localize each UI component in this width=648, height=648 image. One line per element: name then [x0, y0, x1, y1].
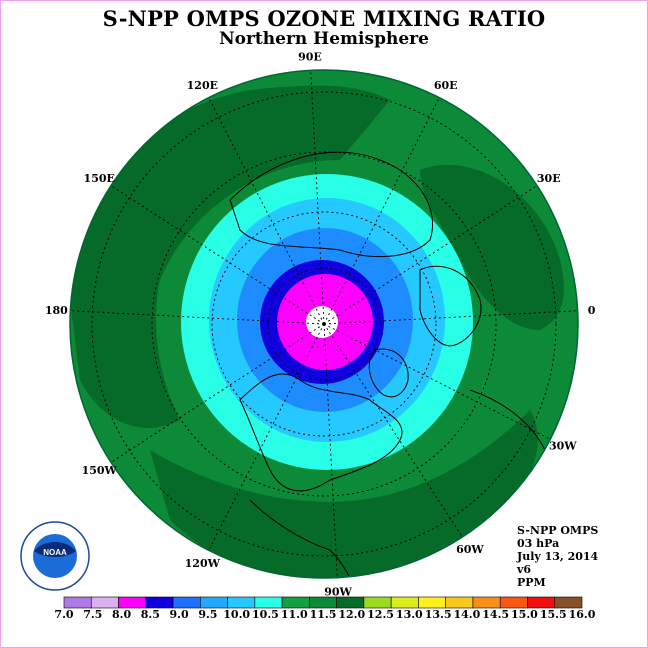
- globe-outline: [69, 69, 579, 579]
- meridian-30e: [323, 185, 538, 325]
- colorbar-swatch: [145, 596, 174, 609]
- colorbar-tick-label: 13.5: [425, 608, 452, 621]
- longitude-label-0: 0: [588, 304, 596, 317]
- longitude-label-150e: 150E: [84, 172, 115, 185]
- info-date: July 13, 2014: [517, 550, 599, 563]
- coast-central-america: [249, 499, 356, 578]
- longitude-label-30e: 30E: [537, 172, 561, 185]
- longitude-label-90w: 90W: [324, 586, 352, 599]
- colorbar-tick-label: 9.0: [170, 608, 189, 621]
- info-units: PPM: [517, 576, 546, 589]
- info-version: v6: [517, 563, 532, 576]
- colorbar-tick-label: 14.0: [453, 608, 480, 621]
- info-level: 03 hPa: [517, 537, 560, 550]
- colorbar-swatch: [90, 596, 119, 609]
- meridian-120w: [208, 323, 325, 551]
- colorbar-swatch: [554, 596, 583, 609]
- meridian-180: [70, 310, 325, 325]
- latitude-circle-70n: [267, 267, 381, 381]
- coast-greenland: [368, 348, 409, 398]
- colorbar-tick-label: 13.0: [396, 608, 423, 621]
- meridian-60e: [323, 97, 440, 325]
- meridian-150e: [110, 185, 325, 325]
- map-title: S-NPP OMPS OZONE MIXING RATIO: [102, 6, 546, 31]
- colorbar-swatch: [499, 596, 528, 609]
- dark-green-band-south: [150, 410, 538, 578]
- longitude-label-90e: 90E: [298, 50, 322, 63]
- info-instrument: S-NPP OMPS: [517, 524, 599, 537]
- meridian-60w: [323, 323, 463, 538]
- dark-green-band-atlantic: [420, 164, 564, 330]
- colorbar-tick-label: 11.0: [281, 608, 308, 621]
- graticule-circles: [91, 91, 557, 557]
- colorbar-tick-label: 9.5: [198, 608, 217, 621]
- colorbar-tick-label: 12.5: [367, 608, 394, 621]
- coast-asia: [229, 151, 434, 258]
- colorbar-tick-labels: 7.0 7.5 8.0 8.5 9.0 9.5 10.0 10.5 11.0 11.5 12.0 12…: [54, 608, 595, 621]
- meridian-90w: [323, 323, 338, 578]
- longitude-label-180: 180: [45, 304, 68, 317]
- noaa-logo: NOAA: [20, 521, 90, 591]
- longitude-label-120e: 120E: [187, 79, 218, 92]
- colorbar-swatch: [281, 596, 310, 609]
- colorbar-swatches: [63, 596, 583, 609]
- colorbar-tick-label: 10.0: [223, 608, 250, 621]
- noaa-logo-bird: [34, 542, 76, 557]
- colorbar-tick-label: 8.5: [141, 608, 160, 621]
- colorbar-swatch: [254, 596, 283, 609]
- noaa-logo-text: NOAA: [43, 548, 67, 557]
- colorbar-tick-label: 14.5: [482, 608, 509, 621]
- colorbar-tick-label: 10.5: [252, 608, 279, 621]
- meridian-30w: [323, 323, 551, 440]
- map-field: [70, 70, 578, 578]
- colorbar-swatch: [527, 596, 556, 609]
- colorbar-swatch: [172, 596, 201, 609]
- graticule-meridians: [70, 70, 578, 578]
- colorbar-swatch: [336, 596, 365, 609]
- colorbar-tick-label: 16.0: [569, 608, 596, 621]
- coast-europe: [419, 265, 482, 347]
- latitude-circle-30n: [151, 151, 497, 497]
- colorbar-tick-label: 7.5: [83, 608, 102, 621]
- meridian-150w: [110, 323, 325, 463]
- meridian-120e: [208, 97, 325, 325]
- colorbar-tick-label: 11.5: [310, 608, 337, 621]
- latitude-circle-10n: [91, 91, 557, 557]
- colorbar-swatch: [227, 596, 256, 609]
- latitude-circle-50n: [211, 211, 437, 437]
- map-subtitle: Northern Hemisphere: [219, 29, 429, 49]
- info-block: S-NPP OMPS 03 hPa July 13, 2014 v6 PPM: [517, 524, 598, 589]
- colorbar-swatch: [118, 596, 147, 609]
- coast-north-america: [239, 373, 403, 492]
- colorbar-swatch: [418, 596, 446, 609]
- colorbar-swatch: [309, 596, 337, 609]
- longitude-label-60w: 60W: [456, 543, 484, 556]
- longitude-label-150w: 150W: [82, 464, 118, 477]
- longitude-label-30w: 30W: [549, 440, 577, 453]
- colorbar-swatch: [445, 596, 474, 609]
- colorbar-tick-label: 15.5: [540, 608, 567, 621]
- colorbar-swatch: [63, 596, 92, 609]
- longitude-label-120w: 120W: [185, 557, 221, 570]
- colorbar-swatch: [200, 596, 228, 609]
- meridian-90e: [310, 70, 325, 325]
- colorbar-swatch: [363, 596, 392, 609]
- longitude-labels: 90E 60E 30E 0 30W 60W 90W 120W 150W 180 150E 120E: [45, 50, 596, 598]
- colorbar-swatch: [472, 596, 501, 609]
- meridian-0: [323, 310, 578, 325]
- colorbar-tick-label: 7.0: [54, 608, 73, 621]
- longitude-label-60e: 60E: [434, 79, 458, 92]
- colorbar-tick-label: 8.0: [112, 608, 131, 621]
- colorbar-tick-label: 12.0: [338, 608, 365, 621]
- colorbar-tick-label: 15.0: [511, 608, 538, 621]
- colorbar-swatch: [390, 596, 419, 609]
